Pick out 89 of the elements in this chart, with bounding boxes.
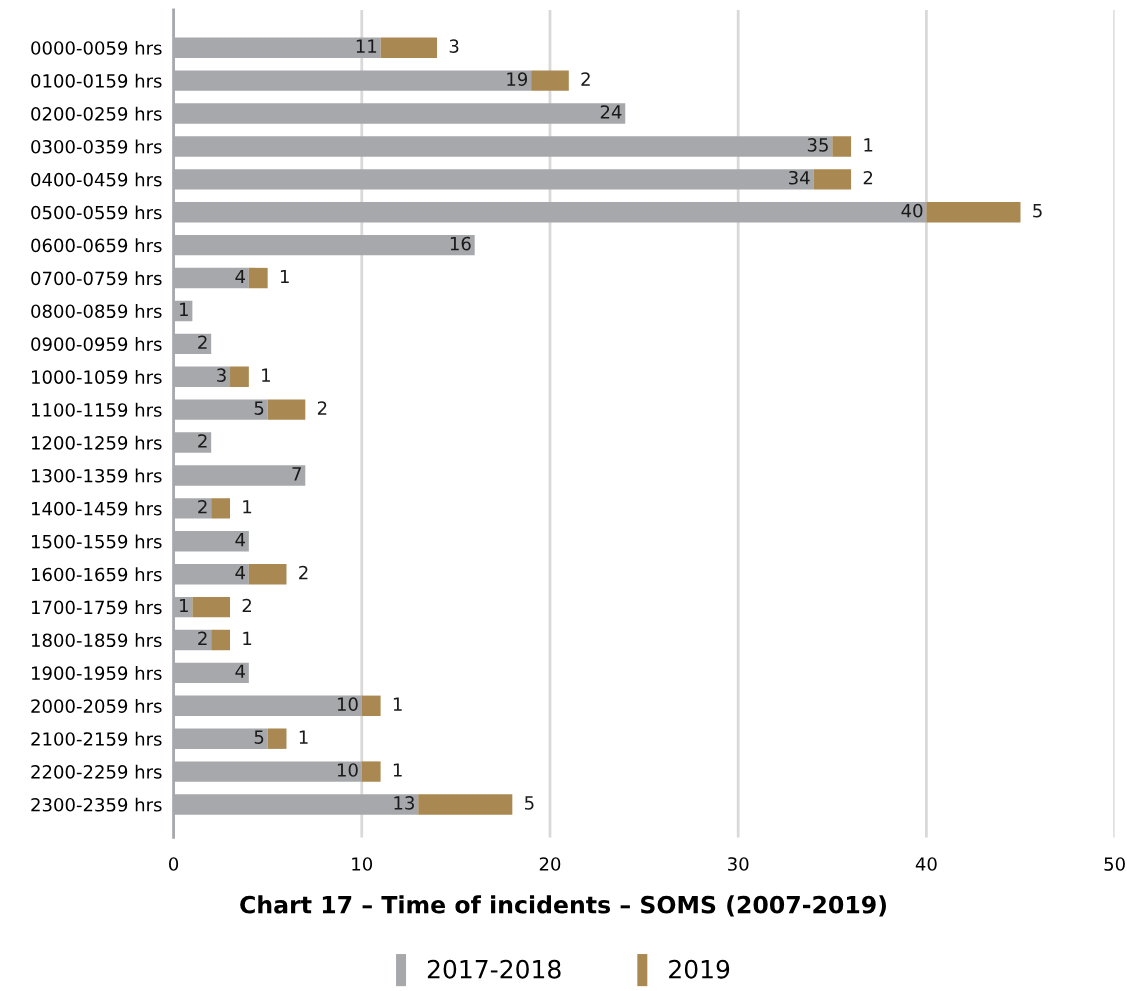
data-label: 1: [262, 368, 270, 382]
y-tick-label: 1900-1959 hrs: [32, 666, 162, 680]
data-label: 2: [863, 170, 873, 185]
data-label: 2: [198, 335, 207, 349]
bar: [230, 366, 249, 387]
bar: [248, 563, 287, 585]
bar: [813, 169, 852, 190]
y-tick-label: 0300-0359 hrs: [31, 139, 162, 154]
data-label: 3: [449, 39, 459, 53]
data-label: 19: [507, 72, 528, 86]
text: Chart 17 – Time of incidents – SOMS (2007-2019): [240, 895, 886, 917]
y-tick-label: 1300-1359 hrs: [32, 468, 162, 483]
bar: [926, 202, 1021, 223]
bar: [361, 695, 381, 716]
bar: [361, 761, 381, 782]
y-tick-label: 0600-0659 hrs: [31, 238, 162, 253]
y-tick-label: 0700-0759 hrs: [31, 271, 162, 286]
y-tick-label: 2100-2159 hrs: [31, 731, 162, 746]
data-label: 1: [864, 138, 873, 152]
data-label: 13: [394, 796, 414, 810]
data-label: 7: [292, 467, 301, 481]
data-label: 1: [180, 302, 188, 316]
data-label: 1: [393, 763, 402, 777]
y-tick-label: 1800-1859 hrs: [32, 633, 162, 648]
data-label: 24: [600, 105, 622, 119]
bar: [531, 70, 569, 91]
data-label: 4: [235, 269, 246, 284]
data-label: 4: [235, 533, 246, 547]
data-label: 1: [180, 598, 188, 613]
bar: [248, 267, 268, 289]
bar: [418, 794, 513, 815]
x-tick-label: 20: [539, 857, 561, 871]
data-label: 2: [198, 434, 207, 448]
y-tick-label: 0500-0559 hrs: [31, 205, 162, 220]
data-label: 4: [235, 566, 246, 580]
bar: [380, 37, 438, 58]
data-label: 1: [393, 697, 402, 711]
data-label: 2: [198, 499, 207, 514]
data-label: 2: [581, 72, 590, 86]
data-label: 1: [243, 500, 252, 514]
legend-label: 2019: [669, 959, 730, 979]
data-label: 10: [337, 763, 358, 777]
data-label: 5: [1033, 204, 1042, 218]
y-tick-label: 1600-1659 hrs: [32, 567, 162, 582]
data-label: 1: [243, 631, 252, 645]
data-label: 1: [280, 269, 289, 284]
bar: [211, 629, 231, 651]
data-label: 2: [317, 401, 327, 415]
data-label: 2: [299, 565, 308, 580]
data-label: 40: [901, 203, 923, 218]
x-tick-label: 40: [915, 857, 937, 871]
data-label: 2: [242, 598, 251, 613]
y-tick-label: 0800-0859 hrs: [31, 304, 162, 319]
data-label: 10: [337, 697, 358, 712]
y-tick-label: 1400-1459 hrs: [32, 501, 162, 516]
x-tick-label: 50: [1104, 857, 1125, 871]
bar: [832, 136, 852, 157]
y-tick-label: 0900-0959 hrs: [31, 337, 162, 351]
data-label: 16: [450, 236, 471, 251]
y-tick-label: 0200-0259 hrs: [31, 106, 162, 121]
data-label: 3: [217, 368, 226, 383]
data-label: 34: [789, 170, 810, 185]
y-tick-label: 2200-2259 hrs: [31, 764, 162, 779]
data-label: 5: [525, 796, 534, 810]
y-tick-label: 0400-0459 hrs: [31, 172, 162, 187]
x-tick-label: 0: [169, 857, 179, 871]
data-label: 35: [807, 138, 828, 152]
bar: [267, 399, 306, 420]
y-tick-label: 1000-1059 hrs: [32, 369, 162, 384]
bar: [192, 596, 231, 618]
data-label: 11: [356, 39, 377, 53]
data-label: 2: [198, 631, 207, 645]
y-tick-label: 2300-2359 hrs: [31, 797, 162, 812]
y-tick-label: 1200-1259 hrs: [32, 435, 162, 450]
x-tick-label: 30: [728, 857, 749, 871]
y-tick-label: 0000-0059 hrs: [31, 40, 162, 55]
y-tick-label: 1100-1159 hrs: [32, 402, 162, 417]
data-label: 5: [254, 401, 264, 415]
y-tick-label: 1500-1559 hrs: [32, 534, 162, 549]
y-tick-label: 2000-2059 hrs: [31, 698, 162, 713]
y-tick-label: 0100-0159 hrs: [31, 73, 162, 88]
bar: [211, 498, 231, 519]
data-label: 1: [299, 730, 308, 744]
bar: [267, 728, 287, 749]
data-label: 4: [235, 664, 246, 678]
y-tick-label: 1700-1759 hrs: [32, 600, 162, 615]
data-label: 5: [254, 730, 264, 744]
legend-label: 2017-2018: [427, 959, 561, 979]
x-tick-label: 10: [352, 857, 373, 871]
